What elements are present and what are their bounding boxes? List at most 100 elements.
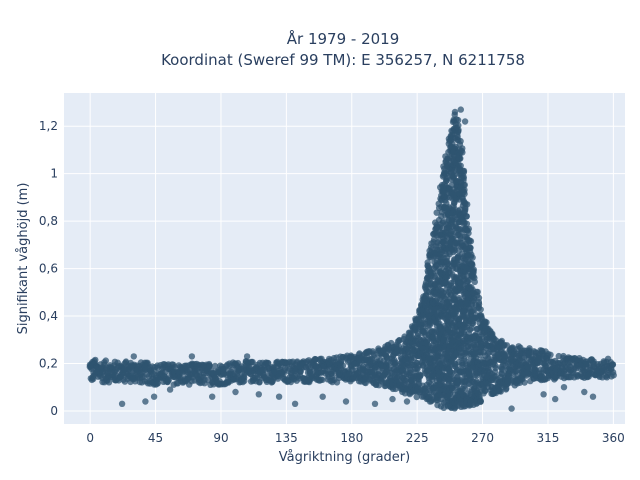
data-point: [457, 162, 464, 169]
y-tick-label: 0,4: [39, 309, 58, 323]
data-point: [371, 400, 379, 407]
data-point: [297, 368, 304, 376]
data-point: [466, 237, 473, 244]
y-tick-label: 0,2: [39, 356, 58, 370]
data-point: [469, 254, 476, 261]
data-point: [339, 362, 347, 369]
x-tick-label: 225: [406, 431, 429, 445]
data-point: [451, 108, 459, 116]
data-point: [460, 169, 467, 176]
data-point: [452, 352, 460, 359]
data-point: [491, 368, 499, 375]
data-point: [102, 357, 110, 364]
data-point: [552, 395, 559, 403]
data-point: [465, 229, 472, 237]
data-point: [291, 400, 299, 407]
data-point: [540, 391, 547, 398]
data-point: [521, 379, 528, 386]
data-point: [454, 116, 462, 124]
data-point: [468, 284, 475, 291]
data-point: [209, 393, 216, 400]
data-point: [460, 174, 467, 182]
data-point: [206, 362, 213, 369]
y-axis-label: Signifikant våghöjd (m): [16, 183, 31, 335]
y-tick-label: 1,2: [39, 119, 58, 133]
data-point: [454, 128, 462, 135]
data-point: [319, 393, 326, 400]
data-point: [470, 269, 477, 277]
x-axis-ticks: 0 45 90 135 180 225 270 315 360: [86, 431, 624, 445]
data-point: [547, 351, 554, 358]
data-point: [467, 398, 475, 405]
data-point: [165, 377, 172, 384]
data-point: [443, 257, 451, 265]
data-point: [467, 244, 474, 251]
data-point: [255, 391, 262, 398]
data-point: [342, 398, 350, 405]
y-tick-label: 0,6: [39, 262, 58, 276]
x-tick-label: 315: [537, 431, 560, 445]
data-point: [461, 118, 469, 125]
data-point: [142, 398, 149, 405]
data-point: [560, 384, 568, 391]
data-point: [464, 201, 471, 208]
data-point: [425, 355, 432, 362]
data-point: [468, 301, 475, 309]
data-point: [513, 367, 520, 375]
data-point: [449, 386, 456, 393]
data-point: [475, 299, 483, 306]
data-point: [461, 186, 468, 194]
data-point: [457, 155, 464, 162]
x-axis-label: Vågriktning (grader): [279, 450, 410, 465]
data-point: [470, 307, 477, 314]
data-point: [239, 378, 246, 386]
data-point: [275, 393, 283, 400]
data-point: [90, 375, 97, 382]
data-point: [413, 393, 420, 401]
data-point: [444, 403, 451, 410]
x-tick-label: 360: [602, 431, 625, 445]
data-point: [166, 386, 174, 393]
data-point: [581, 388, 588, 396]
data-point: [389, 395, 396, 403]
data-point: [130, 353, 137, 360]
data-point: [497, 388, 504, 395]
data-point: [503, 342, 511, 349]
data-point: [462, 385, 469, 392]
data-point: [457, 106, 464, 113]
data-point: [248, 359, 255, 366]
data-point: [508, 405, 515, 412]
data-points: [86, 106, 617, 412]
data-point: [243, 353, 251, 360]
y-tick-label: 0,8: [39, 214, 58, 228]
x-tick-label: 0: [86, 431, 94, 445]
x-tick-label: 135: [275, 431, 298, 445]
data-point: [416, 371, 423, 378]
data-point: [188, 353, 196, 360]
data-point: [256, 379, 263, 386]
x-tick-label: 270: [471, 431, 494, 445]
data-point: [105, 379, 113, 386]
y-tick-label: 0: [50, 404, 58, 418]
x-tick-label: 180: [340, 431, 363, 445]
data-point: [609, 361, 617, 368]
x-tick-label: 90: [213, 431, 228, 445]
data-point: [609, 369, 617, 376]
data-point: [483, 319, 490, 326]
data-point: [463, 220, 471, 227]
data-point: [471, 278, 478, 286]
chart-title-line1: År 1979 - 2019: [286, 30, 400, 48]
data-point: [433, 209, 440, 216]
data-point: [319, 376, 326, 383]
y-tick-label: 1: [50, 167, 58, 181]
data-point: [589, 393, 597, 400]
chart-title-line2: Koordinat (Sweref 99 TM): E 356257, N 62…: [161, 51, 525, 69]
y-axis-ticks: 0 0,2 0,4 0,6 0,8 1 1,2: [39, 119, 58, 418]
data-point: [118, 400, 126, 407]
x-tick-label: 45: [148, 431, 163, 445]
data-point: [414, 365, 421, 372]
data-point: [150, 393, 158, 400]
data-point: [232, 388, 239, 396]
data-point: [457, 137, 464, 145]
